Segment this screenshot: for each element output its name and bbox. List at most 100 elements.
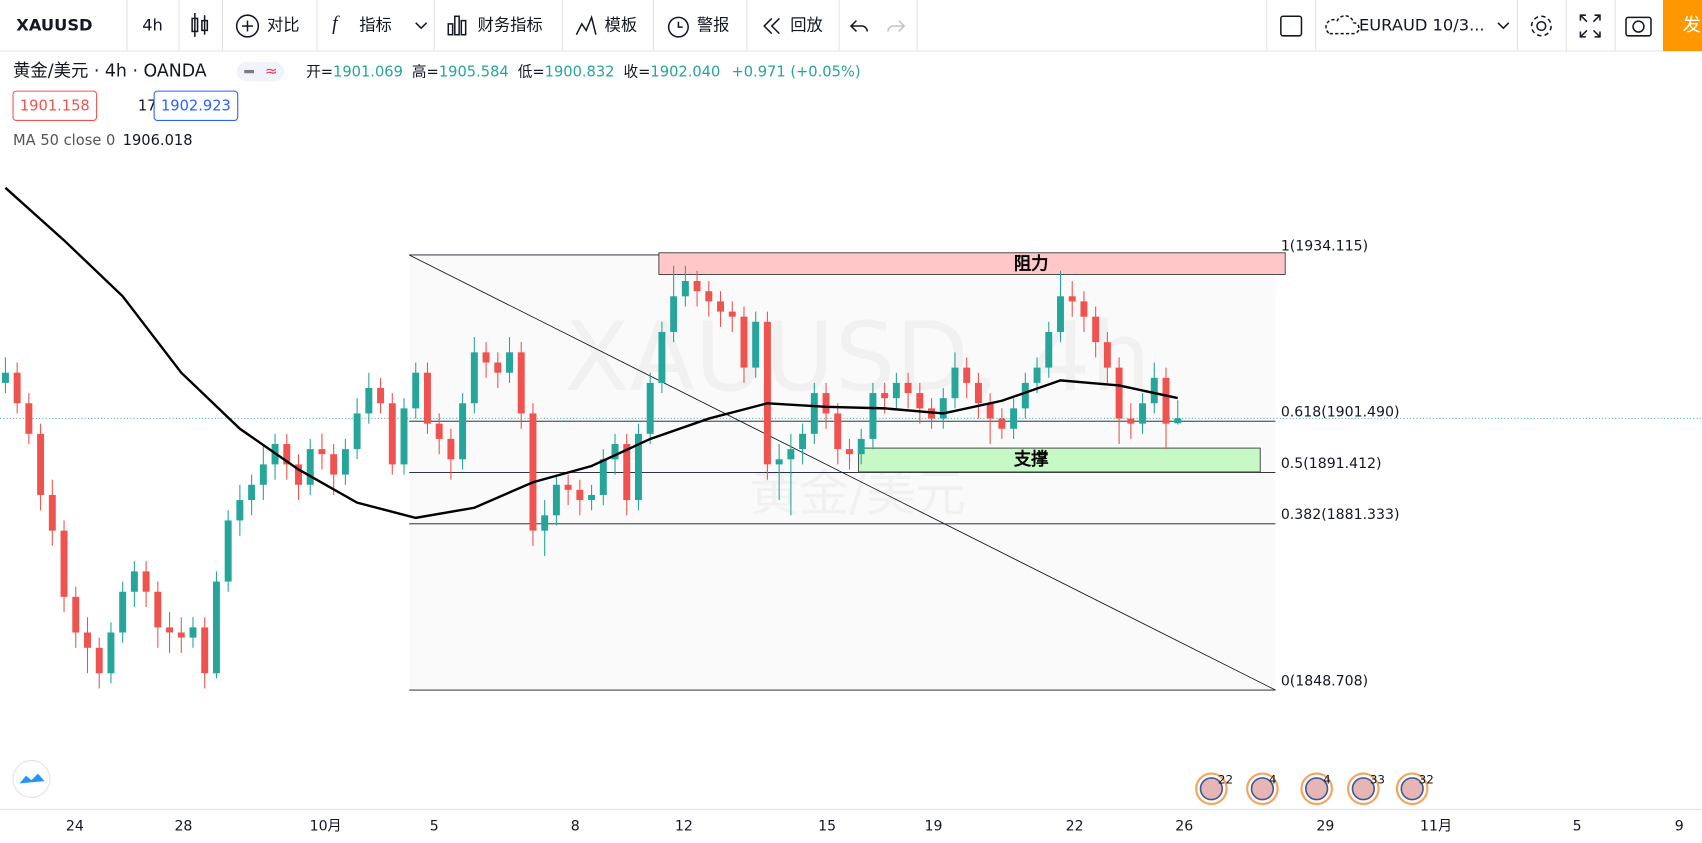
candle-body: [634, 433, 642, 501]
ask-box[interactable]: [153, 90, 239, 121]
candle-body: [728, 311, 736, 317]
candle-body: [60, 530, 68, 597]
candle-body: [740, 316, 748, 368]
redo[interactable]: [887, 20, 906, 33]
candle-body: [681, 281, 689, 297]
candle-body: [470, 352, 478, 404]
indicator-button[interactable]: 指标: [359, 16, 392, 35]
publish-button[interactable]: 发: [1682, 15, 1700, 36]
candle-body: [892, 382, 900, 399]
ask[interactable]: 1902.923: [161, 97, 231, 114]
candle-body: [1115, 367, 1123, 419]
toggle-icon: ≈: [265, 62, 278, 80]
candle-body: [1150, 377, 1158, 404]
snapshot-icon[interactable]: [1625, 16, 1652, 37]
bid-box[interactable]: [12, 90, 98, 121]
candle-body: [447, 438, 455, 460]
candle-body: [834, 413, 842, 450]
support-zone: [858, 447, 1261, 473]
ohlc-label: 高=: [412, 64, 439, 81]
candle-body: [799, 433, 807, 450]
candle-body: [1162, 377, 1170, 424]
template-icon[interactable]: [575, 14, 597, 36]
ohlc-label: 收=: [624, 64, 651, 81]
chevron[interactable]: [1497, 22, 1510, 30]
event-count: 4: [1323, 773, 1331, 787]
candle-body: [84, 632, 91, 648]
toggle[interactable]: [236, 61, 285, 82]
publish-bg[interactable]: [1662, 0, 1702, 51]
candle-body: [986, 403, 994, 419]
replay-icon[interactable]: [763, 17, 780, 35]
candle-body: [119, 591, 127, 633]
candle-body: [177, 632, 185, 638]
event-count: 22: [1218, 773, 1233, 787]
candle-body: [330, 454, 338, 475]
candle-body: [670, 296, 678, 332]
x-tick-label: 19: [925, 819, 943, 835]
legend-title: 黄金/美元 · 4h · OANDA: [13, 62, 207, 82]
fib-label: 0.382(1881.333): [1281, 507, 1400, 523]
alert-icon[interactable]: [667, 16, 689, 38]
candle-body: [341, 449, 349, 475]
compare-icon[interactable]: [235, 14, 260, 38]
candle-body: [224, 520, 232, 582]
layout-icon[interactable]: [1280, 15, 1303, 37]
candle-body: [611, 444, 619, 460]
candle-body: [295, 464, 302, 485]
x-tick-label: 29: [1316, 819, 1334, 835]
candle-body: [1092, 316, 1100, 343]
zone-label: 支撑: [1014, 449, 1049, 470]
candle-body: [130, 571, 138, 592]
candle-body: [541, 515, 549, 531]
candle-body: [1, 372, 9, 383]
x-tick-label: 15: [818, 819, 836, 835]
candle-body: [916, 393, 924, 409]
compare-button[interactable]: 对比: [267, 16, 300, 35]
chevron[interactable]: [415, 22, 428, 30]
symbol[interactable]: XAUUSD: [16, 16, 92, 35]
x-tick-label: 10月: [310, 819, 342, 835]
financials-icon[interactable]: [447, 15, 467, 36]
candle-body: [318, 449, 326, 455]
candle-body: [599, 459, 607, 495]
chart-style-icon[interactable]: [191, 13, 209, 37]
candle-body: [1174, 418, 1182, 424]
settings-icon[interactable]: [1530, 15, 1552, 37]
x-tick-label: 24: [66, 819, 84, 835]
event-flag: [1351, 777, 1376, 801]
candle-body: [353, 413, 361, 450]
candle-body: [435, 423, 443, 439]
template-button[interactable]: 模板: [605, 16, 638, 35]
interval[interactable]: 4h: [142, 16, 163, 35]
layout-name[interactable]: EURAUD 10/3...: [1359, 16, 1485, 35]
undo[interactable]: [849, 20, 869, 33]
candle-body: [37, 433, 45, 495]
ma-value: 1906.018: [123, 132, 193, 149]
candle-body: [998, 418, 1006, 429]
candle-body: [517, 352, 525, 414]
candle-body: [939, 398, 947, 419]
ohlc-value: 1905.584: [439, 64, 509, 81]
bid[interactable]: 1901.158: [20, 97, 90, 114]
fib-label: 0.618(1901.490): [1281, 404, 1400, 420]
fib-label: 1(1934.115): [1281, 238, 1368, 254]
candle-body: [259, 464, 267, 485]
toolbar: XAUUSD 4h 对比 f 指标 财务指标 模板 警报 回放 EURAUD 1…: [0, 0, 1702, 52]
fullscreen-icon[interactable]: [1579, 14, 1601, 38]
candle-body: [1021, 382, 1029, 409]
ohlc: 开=1901.069 高=1905.584 低=1900.832 收=1902.…: [306, 64, 860, 81]
financials-button[interactable]: 财务指标: [478, 16, 543, 35]
x-tick-label: 5: [430, 819, 439, 835]
indicator-icon[interactable]: f: [332, 13, 340, 34]
alert-button[interactable]: 警报: [697, 16, 730, 35]
candle-body: [951, 367, 959, 399]
event-flag: [1400, 777, 1424, 801]
logo[interactable]: [12, 760, 51, 798]
replay-button[interactable]: 回放: [790, 16, 823, 35]
zone-label: 阻力: [1014, 254, 1049, 275]
plot: XAUUSD, 4h黄金/美元1(1934.115)0.618(1901.490…: [0, 186, 1702, 691]
x-tick-label: 22: [1066, 819, 1084, 835]
candle-body: [705, 291, 713, 302]
